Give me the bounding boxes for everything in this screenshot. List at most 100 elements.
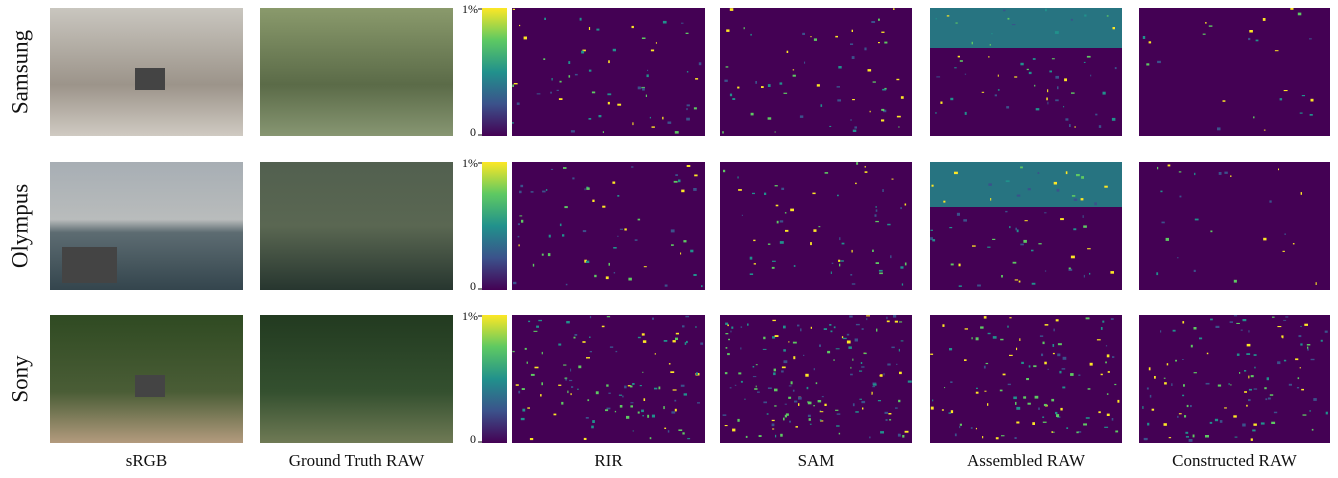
error-speck [516, 384, 519, 386]
error-speck [774, 369, 776, 372]
error-speck [535, 367, 539, 369]
colorbar [482, 8, 507, 136]
error-speck [563, 167, 567, 169]
error-speck [1090, 75, 1091, 77]
error-speck [534, 331, 538, 332]
error-speck [1025, 220, 1028, 221]
error-speck [1042, 417, 1044, 418]
error-speck [531, 374, 535, 376]
error-speck [1284, 360, 1286, 362]
error-speck [1168, 165, 1171, 167]
error-speck [578, 366, 581, 369]
error-speck [1301, 389, 1304, 391]
error-speck [1106, 345, 1107, 346]
error-speck [1115, 431, 1118, 433]
error-speck [814, 38, 817, 41]
error-speck [700, 343, 703, 345]
color-checker [135, 375, 165, 397]
error-speck [647, 70, 648, 71]
error-speck [687, 165, 691, 167]
colorbar-max-label: 1% [462, 156, 478, 170]
error-speck [1207, 353, 1209, 355]
error-speck [1015, 402, 1017, 405]
error-speck [886, 419, 888, 421]
error-speck [1088, 388, 1091, 390]
error-speck [1057, 33, 1058, 34]
error-speck [841, 260, 844, 261]
error-speck [680, 253, 681, 255]
error-speck [843, 338, 847, 339]
error-speck [561, 402, 563, 405]
error-speck [550, 92, 552, 94]
error-speck [1248, 330, 1249, 332]
error-speck [977, 285, 981, 287]
error-speck [641, 410, 644, 413]
error-speck [1254, 354, 1257, 356]
error-speck [1177, 257, 1178, 258]
error-speck [984, 316, 987, 319]
error-speck [1144, 438, 1148, 440]
image-panel [1139, 162, 1330, 290]
error-speck [1217, 127, 1221, 130]
error-speck [950, 381, 952, 383]
error-speck [574, 337, 576, 339]
error-speck [816, 382, 818, 384]
error-speck [1249, 30, 1253, 33]
error-speck [1017, 195, 1021, 197]
error-speck [592, 92, 595, 94]
error-speck [1147, 388, 1149, 390]
error-speck [876, 206, 877, 208]
error-speck [664, 428, 666, 429]
error-speck [790, 209, 794, 212]
error-speck [694, 107, 697, 109]
error-speck [752, 193, 755, 194]
raw-image [260, 315, 453, 443]
error-speck [1194, 173, 1195, 175]
error-speck [861, 362, 862, 364]
error-speck [1084, 15, 1086, 17]
error-speck [742, 215, 743, 216]
error-speck [763, 349, 767, 350]
error-speck [1019, 281, 1021, 283]
error-speck [855, 339, 858, 342]
error-speck [889, 419, 891, 420]
error-speck [798, 403, 799, 406]
error-speck [812, 193, 815, 195]
error-speck [1309, 410, 1311, 411]
error-speck [1256, 40, 1259, 42]
error-speck [567, 391, 568, 394]
colorbar-min-label: 0 [470, 432, 476, 446]
error-speck [887, 321, 890, 323]
error-speck [1160, 191, 1162, 193]
error-speck [519, 25, 520, 26]
error-speck [1117, 400, 1119, 403]
error-speck [892, 179, 894, 180]
error-speck [552, 78, 553, 81]
error-speck [581, 51, 584, 54]
error-speck [942, 324, 944, 327]
error-speck [972, 337, 973, 339]
error-speck [669, 363, 671, 364]
error-speck [756, 386, 757, 388]
error-speck [899, 372, 902, 374]
error-speck [554, 414, 557, 416]
error-speck [1275, 50, 1279, 51]
error-speck [837, 86, 840, 88]
error-speck [596, 391, 599, 394]
error-speck [988, 183, 992, 185]
error-speck [1005, 211, 1007, 212]
error-speck [800, 328, 801, 331]
error-speck [831, 331, 833, 333]
error-speck [541, 382, 543, 385]
column-label: Assembled RAW [967, 451, 1086, 470]
error-speck [1300, 367, 1301, 368]
error-speck [793, 69, 794, 70]
error-speck [1056, 319, 1059, 321]
error-speck [1083, 225, 1087, 227]
error-speck [1268, 398, 1271, 400]
error-speck [872, 392, 873, 394]
error-speck [633, 430, 634, 431]
error-speck [959, 285, 962, 287]
error-speck [869, 437, 870, 439]
error-speck [673, 389, 677, 390]
